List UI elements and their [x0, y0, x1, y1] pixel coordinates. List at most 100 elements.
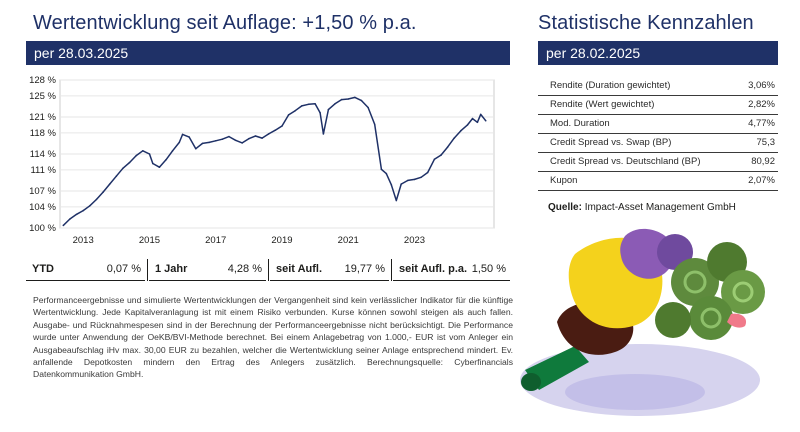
data-point: [178, 141, 181, 144]
data-point: [460, 129, 462, 132]
data-point: [367, 106, 369, 109]
perf-divider: [268, 259, 269, 281]
performance-row: YTD 0,07 % 1 Jahr 4,28 % seit Aufl. 19,7…: [26, 259, 510, 281]
data-point: [407, 179, 409, 182]
stat-value: 75,3: [756, 137, 776, 148]
data-point: [471, 117, 474, 120]
data-point: [234, 139, 237, 142]
data-point: [171, 150, 174, 152]
data-point: [69, 218, 71, 220]
y-tick-label: 100 %: [29, 223, 56, 234]
plant-shape: [689, 296, 733, 340]
data-point: [373, 123, 376, 126]
boot-shape: [521, 373, 541, 391]
data-point: [334, 103, 336, 105]
data-point: [248, 137, 250, 140]
perf-value: 4,28 %: [227, 263, 262, 275]
stat-value: 3,06%: [748, 80, 775, 91]
data-point: [400, 183, 403, 185]
plant-detail-shape: [732, 281, 754, 303]
person-hugging-plants-illustration: [520, 228, 765, 416]
perf-label: seit Aufl. p.a.: [399, 263, 468, 275]
data-point: [62, 224, 65, 227]
data-point: [261, 137, 263, 139]
data-point: [420, 176, 422, 179]
data-point: [476, 121, 479, 124]
performance-title: Wertentwicklung seit Auflage: +1,50 % p.…: [33, 12, 417, 34]
stat-row: Rendite (Duration gewichtet) 3,06%: [538, 77, 778, 96]
data-point: [95, 198, 98, 201]
y-tick-label: 118 %: [30, 128, 57, 139]
stat-row: Credit Spread vs. Swap (BP) 75,3: [538, 134, 778, 153]
data-point: [165, 159, 167, 161]
data-point: [327, 108, 330, 111]
data-point: [115, 175, 118, 177]
data-point: [102, 191, 104, 193]
stat-label: Rendite (Duration gewichtet): [550, 80, 671, 91]
data-point: [108, 183, 111, 185]
data-point: [201, 142, 204, 145]
data-point: [152, 162, 154, 165]
data-point: [267, 133, 270, 135]
data-point: [228, 135, 230, 138]
data-point: [340, 98, 343, 101]
data-point: [221, 138, 224, 140]
perf-label: 1 Jahr: [155, 263, 188, 275]
data-point: [188, 136, 190, 138]
data-point: [135, 154, 137, 157]
data-point: [281, 125, 283, 127]
data-point: [385, 172, 388, 175]
x-tick-label: 2023: [404, 235, 425, 246]
plant-shape: [721, 270, 765, 314]
data-point: [142, 150, 144, 152]
data-point: [82, 209, 84, 212]
leg-shape: [525, 346, 589, 390]
data-point: [181, 133, 184, 136]
plant-shape: [655, 302, 691, 338]
stats-table: Rendite (Duration gewichtet) 3,06% Rendi…: [538, 77, 778, 191]
data-point: [484, 119, 487, 122]
stat-row: Mod. Duration 4,77%: [538, 115, 778, 134]
source-text: Impact-Asset Management GmbH: [584, 202, 736, 213]
x-tick-label: 2013: [73, 235, 94, 246]
y-tick-label: 125 %: [29, 91, 56, 102]
perf-divider: [391, 259, 392, 281]
y-tick-label: 114 %: [30, 149, 57, 160]
plant-shape: [671, 258, 719, 306]
y-tick-label: 128 %: [29, 75, 56, 86]
data-point: [479, 113, 482, 116]
data-point: [347, 98, 350, 100]
data-point: [433, 158, 436, 161]
data-point: [75, 213, 78, 216]
data-point: [446, 146, 449, 148]
x-tick-label: 2019: [271, 235, 292, 246]
shadow-shape: [565, 374, 705, 410]
perf-value: 1,50 %: [471, 263, 506, 275]
data-point: [214, 140, 217, 142]
data-point: [195, 147, 197, 150]
stats-date-bar: per 28.02.2025: [538, 41, 778, 65]
data-point: [440, 154, 442, 156]
data-point: [208, 141, 210, 144]
hand-shape: [727, 313, 747, 328]
data-point: [426, 171, 429, 174]
data-point: [122, 167, 124, 170]
data-point: [413, 178, 416, 181]
y-tick-label: 104 %: [29, 202, 56, 213]
perf-cell-1-jahr: 1 Jahr 4,28 %: [149, 259, 266, 281]
data-point: [380, 168, 383, 171]
x-tick-label: 2015: [139, 235, 160, 246]
performance-date: per 28.03.2025: [34, 45, 129, 61]
source-line: Quelle: Impact-Asset Management GmbH: [548, 202, 736, 213]
stat-label: Kupon: [550, 175, 578, 186]
stat-label: Credit Spread vs. Deutschland (BP): [550, 156, 701, 167]
stats-date: per 28.02.2025: [546, 45, 641, 61]
perf-cell-ytd: YTD 0,07 %: [26, 259, 145, 281]
data-point: [453, 137, 456, 139]
data-point: [390, 183, 393, 186]
data-point: [158, 166, 161, 168]
data-point: [395, 199, 398, 202]
x-tick-label: 2021: [338, 235, 359, 246]
stat-label: Mod. Duration: [550, 118, 610, 129]
stat-value: 2,07%: [748, 175, 775, 186]
